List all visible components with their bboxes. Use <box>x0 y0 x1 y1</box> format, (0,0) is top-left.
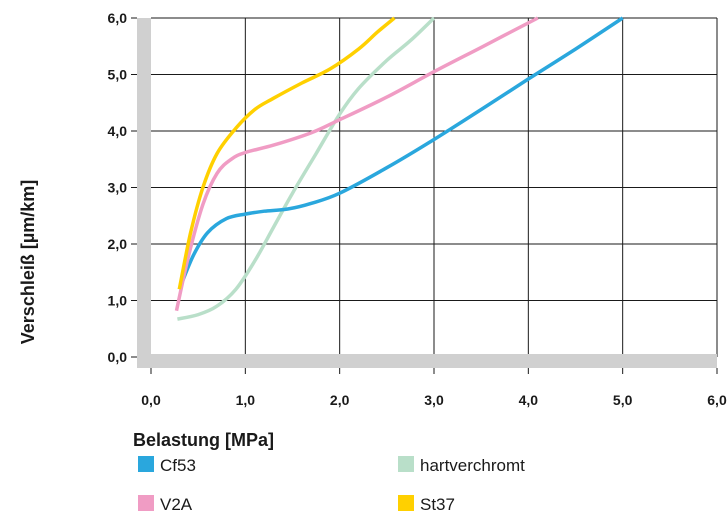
x-axis-bar <box>137 354 717 368</box>
y-tick-label: 0,0 <box>108 349 128 365</box>
grid <box>131 17 718 374</box>
legend-swatch <box>138 456 154 472</box>
legend-swatch <box>398 456 414 472</box>
x-tick-label: 4,0 <box>519 392 539 408</box>
legend-swatch <box>138 495 154 511</box>
y-tick-labels: 0,0 1,0 2,0 3,0 4,0 5,0 6,0 <box>108 10 128 365</box>
series-line-hartverchromt <box>177 16 436 321</box>
x-axis-title: Belastung [MPa] <box>133 430 274 450</box>
x-tick-label: 1,0 <box>236 392 256 408</box>
series-line-st37 <box>177 16 396 290</box>
y-tick-label: 2,0 <box>108 236 128 252</box>
x-tick-label: 0,0 <box>141 392 161 408</box>
series-line-v2a <box>174 16 539 312</box>
series-line-cf53 <box>177 16 624 290</box>
legend-label: St37 <box>420 495 455 514</box>
x-tick-label: 6,0 <box>707 392 727 408</box>
series-lines <box>174 16 624 321</box>
legend-swatch <box>398 495 414 511</box>
x-tick-label: 3,0 <box>424 392 444 408</box>
legend-label: Cf53 <box>160 456 196 475</box>
x-tick-labels: 0,0 1,0 2,0 3,0 4,0 5,0 6,0 <box>141 392 727 408</box>
legend-label: hartverchromt <box>420 456 525 475</box>
y-tick-label: 4,0 <box>108 123 128 139</box>
x-tick-label: 2,0 <box>330 392 350 408</box>
x-tick-label: 5,0 <box>613 392 633 408</box>
y-tick-label: 1,0 <box>108 293 128 309</box>
y-tick-label: 5,0 <box>108 67 128 83</box>
y-tick-label: 3,0 <box>108 180 128 196</box>
legend-label: V2A <box>160 495 193 514</box>
y-axis-bar <box>137 18 151 368</box>
legend: Cf53 V2A hartverchromt St37 <box>138 456 525 514</box>
y-tick-label: 6,0 <box>108 10 128 26</box>
y-axis-title: Verschleiß [µm/km] <box>18 180 38 344</box>
